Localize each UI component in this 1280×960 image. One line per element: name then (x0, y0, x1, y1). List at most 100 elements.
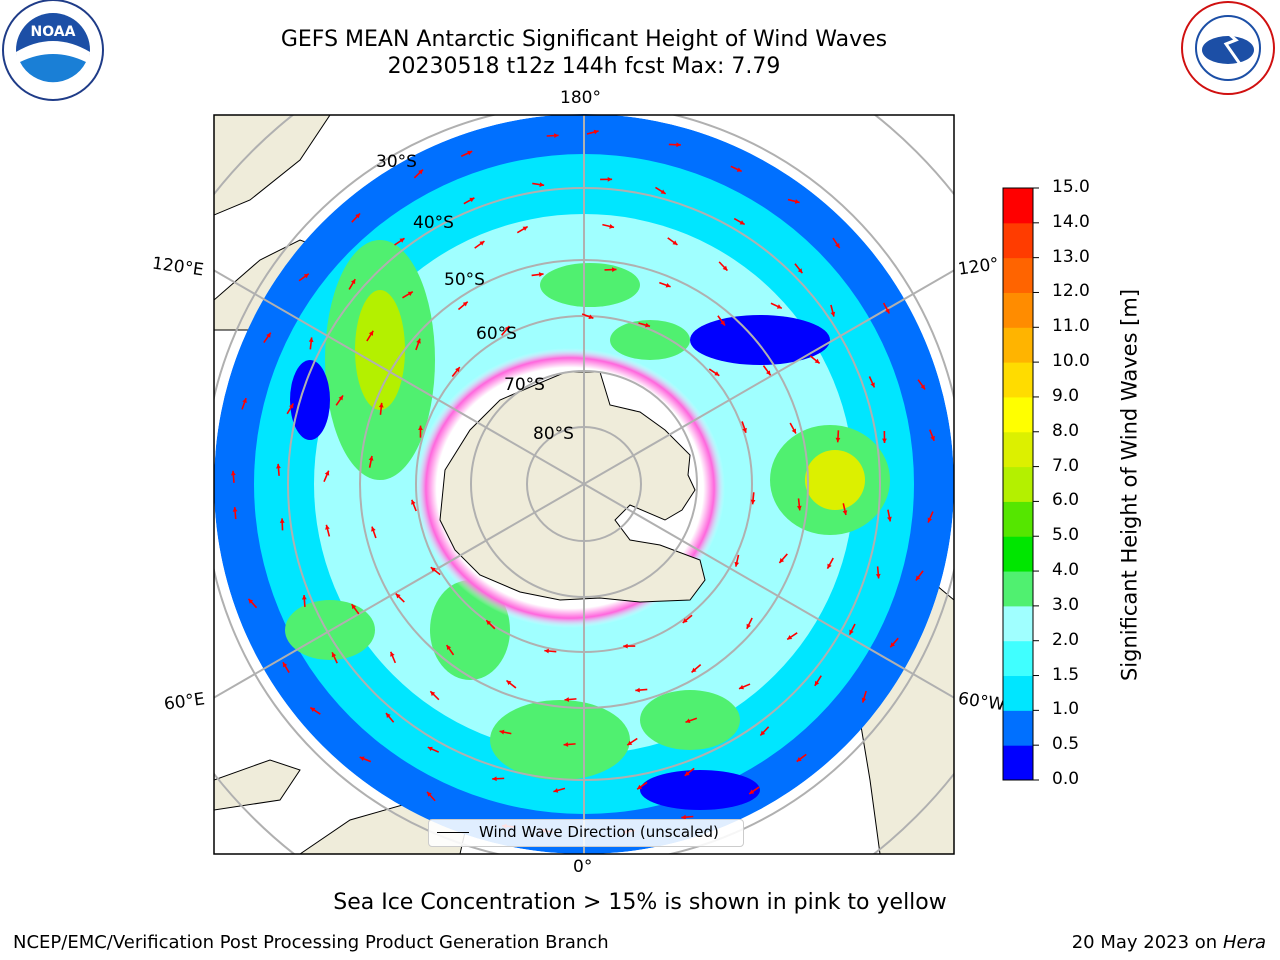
wind-wave-arrow (787, 198, 800, 204)
wind-wave-arrow (351, 212, 361, 223)
colorbar-tick-label: 12.0 (1052, 281, 1090, 302)
wind-wave-arrow (457, 301, 469, 311)
wind-wave-arrow (636, 781, 648, 790)
wind-wave-arrow (460, 150, 473, 157)
graticule-meridian (214, 269, 585, 485)
wind-wave-arrow (685, 717, 698, 724)
wind-wave-arrow (348, 278, 356, 290)
wind-wave-arrow (350, 603, 360, 615)
colorbar-bin (1003, 466, 1033, 502)
colorbar-bin (1003, 745, 1033, 781)
wind-wave-arrow (604, 267, 617, 273)
parallel-label-50s: 50°S (444, 270, 485, 290)
colorbar-tick-label: 4.0 (1052, 560, 1080, 581)
wind-wave-arrow (485, 619, 496, 630)
wind-wave-arrow (778, 553, 788, 564)
wind-wave-arrow (368, 455, 374, 468)
wind-wave-arrow (335, 394, 344, 406)
colorbar-bin (1003, 536, 1033, 572)
wind-wave-arrow (232, 507, 238, 520)
wind-wave-arrow (668, 142, 681, 148)
wind-wave-arrow (927, 511, 934, 523)
wind-wave-arrow (717, 315, 726, 326)
colorbar-tick-label: 0.0 (1052, 769, 1080, 789)
colorbar-frame (1002, 187, 1034, 781)
wind-wave-arrow (882, 430, 887, 444)
chart-subtitle: 20230518 t12z 144h fcst Max: 7.79 (387, 54, 781, 79)
wind-wave-arrow (263, 332, 272, 344)
wind-wave-arrow (667, 237, 678, 246)
wind-wave-arrow (915, 570, 924, 581)
wind-wave-arrow (759, 726, 770, 737)
wind-wave-arrow (426, 791, 436, 802)
wind-wave-arrow (861, 690, 867, 703)
colorbar-tick-label: 6.0 (1052, 490, 1080, 511)
wind-wave-arrow (789, 422, 797, 434)
wind-wave-arrow (734, 554, 740, 567)
wind-wave-arrow (516, 225, 529, 234)
wind-wave-arrow (684, 767, 695, 777)
colorbar-bin (1003, 605, 1033, 642)
credit-text: NCEP/EMC/Verification Post Processing Pr… (13, 932, 609, 953)
wind-wave-arrow (832, 237, 841, 249)
wind-wave-arrow (553, 787, 566, 793)
wind-wave-arrow (499, 729, 512, 735)
wind-wave-arrow (445, 644, 455, 656)
wind-wave-arrow (413, 168, 424, 179)
wind-wave-arrow (730, 165, 743, 173)
colorbar-tick-label: 9.0 (1052, 385, 1080, 406)
wind-wave-arrow (359, 756, 372, 763)
parallel-label-70s: 70°S (504, 375, 545, 395)
colorbar-bin (1003, 222, 1033, 259)
wind-wave-arrow (762, 365, 772, 376)
wind-wave-arrow (581, 313, 594, 320)
sea-ice-note: Sea Ice Concentration > 15% is shown in … (333, 890, 947, 915)
colorbar-bin (1003, 188, 1033, 224)
wind-wave-arrow (323, 470, 330, 482)
colorbar-bin (1003, 640, 1033, 677)
wind-wave-arrow (451, 366, 461, 378)
wind-wave-arrow (887, 509, 892, 522)
parallel-label-30s: 30°S (376, 152, 417, 172)
wind-wave-arrow (429, 690, 440, 701)
legend-line (437, 832, 469, 833)
wind-wave-arrow (868, 376, 876, 388)
wind-wave-arrow (602, 223, 615, 229)
wind-wave-arrow (505, 679, 517, 689)
wind-wave-arrow (308, 337, 314, 350)
wind-wave-arrow (830, 304, 836, 317)
wind-wave-arrow (298, 273, 310, 282)
map-legend: Wind Wave Direction (unscaled) (428, 819, 744, 847)
map-frame (213, 114, 955, 855)
wind-wave-arrow (282, 661, 290, 674)
colorbar-tick-label: 2.0 (1052, 629, 1080, 650)
parallel-label-60s: 60°S (476, 324, 517, 344)
legend-label: Wind Wave Direction (unscaled) (479, 823, 719, 841)
colorbar-bin (1003, 675, 1033, 711)
meridian-label-180: 180° (560, 88, 601, 108)
wind-wave-arrow (848, 623, 856, 636)
wind-wave-arrow (835, 430, 841, 443)
wind-wave-arrow (563, 742, 576, 747)
wind-wave-arrow (738, 683, 751, 690)
wind-wave-arrow (794, 263, 803, 274)
wind-wave-arrow (418, 425, 423, 438)
wind-wave-arrow (546, 133, 559, 138)
wind-wave-arrow (929, 429, 935, 442)
wind-wave-arrow (230, 470, 236, 483)
colorbar-bin (1003, 257, 1033, 293)
meridian-label-0: 0° (573, 857, 593, 877)
wind-wave-arrow (463, 197, 475, 205)
graticule-meridian (583, 269, 954, 485)
colorbar-tick-label: 0.5 (1052, 734, 1080, 755)
wind-wave-arrow (279, 518, 285, 531)
wind-wave-arrow (842, 503, 848, 516)
wind-wave-arrow (395, 593, 405, 603)
wind-wave-arrow (770, 302, 783, 310)
wind-wave-arrow (741, 421, 747, 434)
graticule-meridian (214, 483, 585, 699)
colorbar-tick-label: 5.0 (1052, 525, 1080, 546)
wind-wave-arrow (750, 492, 756, 505)
colorbar-tick-label: 15.0 (1052, 177, 1090, 197)
